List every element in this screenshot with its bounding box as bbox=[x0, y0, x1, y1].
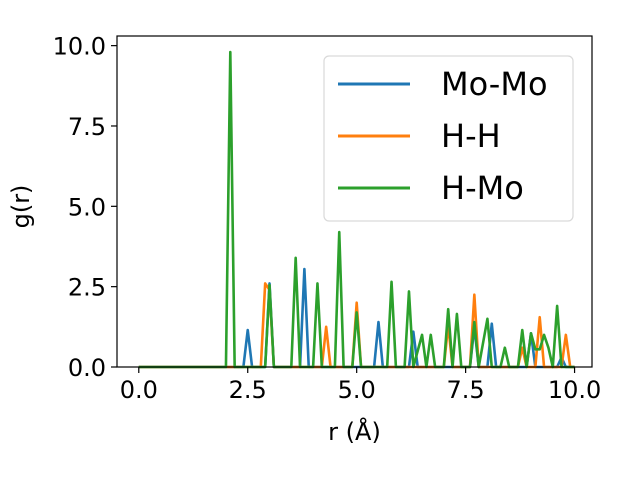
y-axis: 0.0 2.5 5.0 7.5 10.0 bbox=[53, 33, 117, 382]
legend-label-mo-mo: Mo-Mo bbox=[441, 65, 548, 103]
legend-label-h-mo: H-Mo bbox=[441, 169, 524, 207]
legend-label-h-h: H-H bbox=[441, 117, 501, 155]
x-axis-label: r (Å) bbox=[328, 417, 381, 446]
plot-frame bbox=[116, 35, 593, 368]
x-tick-label: 2.5 bbox=[229, 376, 267, 404]
y-tick-label: 2.5 bbox=[68, 274, 106, 302]
y-axis-label: g(r) bbox=[7, 185, 35, 229]
y-tick-label: 7.5 bbox=[68, 113, 106, 141]
x-tick-label: 10.0 bbox=[548, 376, 601, 404]
legend-box bbox=[323, 55, 574, 222]
y-tick-label: 5.0 bbox=[68, 193, 106, 221]
x-tick-label: 7.5 bbox=[447, 376, 485, 404]
x-tick-label: 5.0 bbox=[338, 376, 376, 404]
y-tick-label: 10.0 bbox=[53, 33, 106, 61]
y-tick-label: 0.0 bbox=[68, 354, 106, 382]
legend: Mo-Mo H-H H-Mo bbox=[323, 55, 574, 222]
x-axis: 0.0 2.5 5.0 7.5 10.0 bbox=[120, 367, 601, 404]
x-tick-label: 0.0 bbox=[120, 376, 158, 404]
